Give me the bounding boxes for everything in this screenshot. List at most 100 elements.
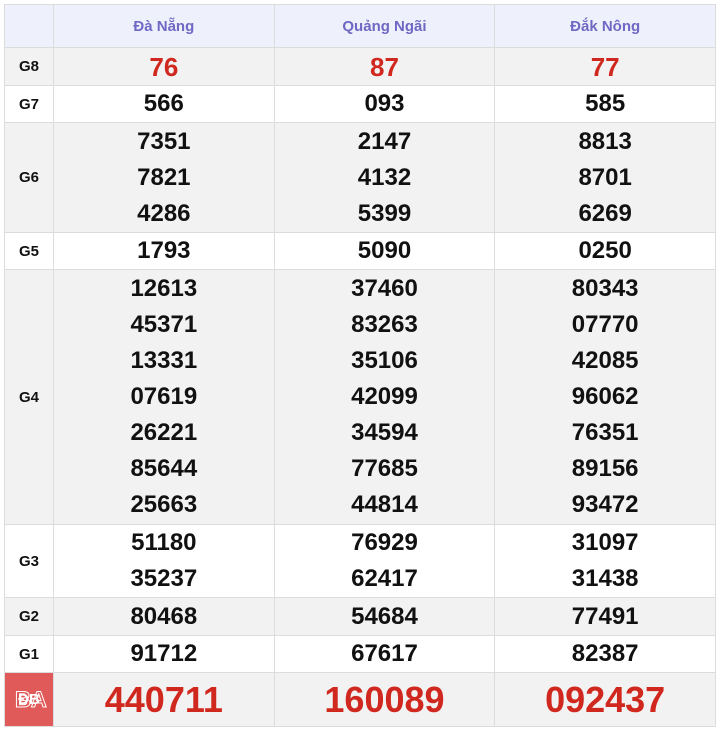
result-number: 07770 xyxy=(571,311,639,338)
watermark-logo: BA xyxy=(15,687,48,713)
result-number: 85644 xyxy=(130,455,198,482)
prize-label-text: G5 xyxy=(18,242,39,260)
result-cell: 76929 62417 xyxy=(273,524,496,598)
result-number: 80468 xyxy=(130,602,198,630)
result-number: 77685 xyxy=(351,455,418,482)
result-cell: 51180 35237 xyxy=(53,524,275,598)
result-number: 44814 xyxy=(351,491,418,518)
prize-label: G2 xyxy=(4,597,54,636)
result-cell: 5090 xyxy=(273,232,496,270)
result-number: 42085 xyxy=(571,347,639,374)
result-number: 5090 xyxy=(357,237,412,264)
result-number: 4132 xyxy=(357,163,412,191)
result-number: 96062 xyxy=(571,383,639,410)
result-number: 585 xyxy=(585,90,626,117)
result-cell: 80343 07770 42085 96062 76351 89156 93472 xyxy=(494,269,716,525)
prize-label: G7 xyxy=(4,85,54,123)
result-cell: 87 xyxy=(273,47,496,86)
result-number: 77 xyxy=(590,51,620,82)
prize-label-text: ĐB xyxy=(18,691,40,708)
result-number: 566 xyxy=(143,90,184,117)
result-number: 80343 xyxy=(571,275,639,302)
result-cell: 91712 xyxy=(53,635,275,673)
result-number: 83263 xyxy=(351,311,418,338)
result-cell: 67617 xyxy=(273,635,496,673)
result-number: 160089 xyxy=(324,678,445,720)
prize-label: G4 xyxy=(4,269,54,525)
result-number: 45371 xyxy=(130,311,198,338)
result-number: 77491 xyxy=(571,602,639,630)
prize-row-g8: G8 76 87 77 xyxy=(4,47,716,86)
result-number: 12613 xyxy=(130,275,198,302)
result-number: 54684 xyxy=(351,602,418,630)
result-cell: 80468 xyxy=(53,597,275,636)
result-cell: 1793 xyxy=(53,232,275,270)
result-number: 5399 xyxy=(357,199,412,227)
prize-label-text: G4 xyxy=(18,388,39,406)
result-number: 76 xyxy=(149,51,179,82)
result-number: 35106 xyxy=(351,347,418,374)
result-number: 82387 xyxy=(571,640,639,667)
result-number: 25663 xyxy=(130,491,198,518)
prize-row-g6: G6 7351 7821 4286 2147 4132 5399 8813 8701 6269 xyxy=(4,122,716,233)
prize-label-text: G7 xyxy=(18,95,39,113)
result-cell: 092437 xyxy=(494,672,716,727)
result-number: 93472 xyxy=(571,491,639,518)
result-number: 4286 xyxy=(137,199,191,227)
result-cell: 160089 xyxy=(273,672,496,727)
result-cell: 77 xyxy=(494,47,716,86)
result-number: 8813 xyxy=(578,127,632,155)
result-number: 7821 xyxy=(137,163,191,191)
result-number: 67617 xyxy=(351,640,418,667)
result-cell: 093 xyxy=(273,85,496,123)
prize-label: G3 xyxy=(4,524,54,598)
prize-row-g3: G3 51180 35237 76929 62417 31097 31438 xyxy=(4,524,716,598)
result-cell: 37460 83263 35106 42099 34594 77685 44814 xyxy=(273,269,496,525)
result-number: 37460 xyxy=(351,275,418,302)
result-cell: 12613 45371 13331 07619 26221 85644 25663 xyxy=(53,269,275,525)
prize-label-text: G3 xyxy=(18,552,39,570)
prize-label-text: G2 xyxy=(18,608,39,625)
prize-label: G1 xyxy=(4,635,54,673)
result-cell: 566 xyxy=(53,85,275,123)
result-number: 76351 xyxy=(571,419,639,446)
result-number: 2147 xyxy=(357,127,412,155)
result-number: 7351 xyxy=(137,127,191,155)
result-number: 440711 xyxy=(104,678,223,720)
province-header: Quảng Ngãi xyxy=(273,4,496,48)
lottery-results-table: Đà Nẵng Quảng Ngãi Đắk Nông G8 76 87 77 G7 56… xyxy=(4,4,716,727)
result-cell: 31097 31438 xyxy=(494,524,716,598)
prize-label: G5 xyxy=(4,232,54,270)
result-number: 26221 xyxy=(130,419,198,446)
prize-row-g7: G7 566 093 585 xyxy=(4,85,716,123)
header-row: Đà Nẵng Quảng Ngãi Đắk Nông xyxy=(4,4,716,48)
result-number: 0250 xyxy=(578,237,632,264)
result-number: 87 xyxy=(370,51,399,82)
result-number: 13331 xyxy=(130,347,198,374)
prize-label: G6 xyxy=(4,122,54,233)
result-cell: 76 xyxy=(53,47,275,86)
result-number: 1793 xyxy=(137,237,191,264)
prize-row-g1: G1 91712 67617 82387 xyxy=(4,635,716,673)
prize-label: ĐB BA xyxy=(4,672,54,727)
prize-label-text: G1 xyxy=(18,645,39,663)
result-number: 62417 xyxy=(351,565,418,592)
result-cell: 7351 7821 4286 xyxy=(53,122,275,233)
result-number: 092437 xyxy=(545,678,666,720)
prize-row-g5: G5 1793 5090 0250 xyxy=(4,232,716,270)
province-header: Đà Nẵng xyxy=(53,4,275,48)
result-number: 07619 xyxy=(130,383,198,410)
result-cell: 440711 xyxy=(53,672,275,727)
prize-label-text: G8 xyxy=(18,58,39,75)
result-cell: 54684 xyxy=(273,597,496,636)
result-number: 89156 xyxy=(571,455,639,482)
prize-row-đb: ĐB BA 440711 160089 092437 xyxy=(4,672,716,727)
prize-label-text: G6 xyxy=(18,169,39,186)
result-cell: 8813 8701 6269 xyxy=(494,122,716,233)
result-number: 76929 xyxy=(351,529,418,556)
result-cell: 0250 xyxy=(494,232,716,270)
prize-row-g2: G2 80468 54684 77491 xyxy=(4,597,716,636)
result-cell: 82387 xyxy=(494,635,716,673)
result-number: 91712 xyxy=(130,640,198,667)
result-cell: 77491 xyxy=(494,597,716,636)
